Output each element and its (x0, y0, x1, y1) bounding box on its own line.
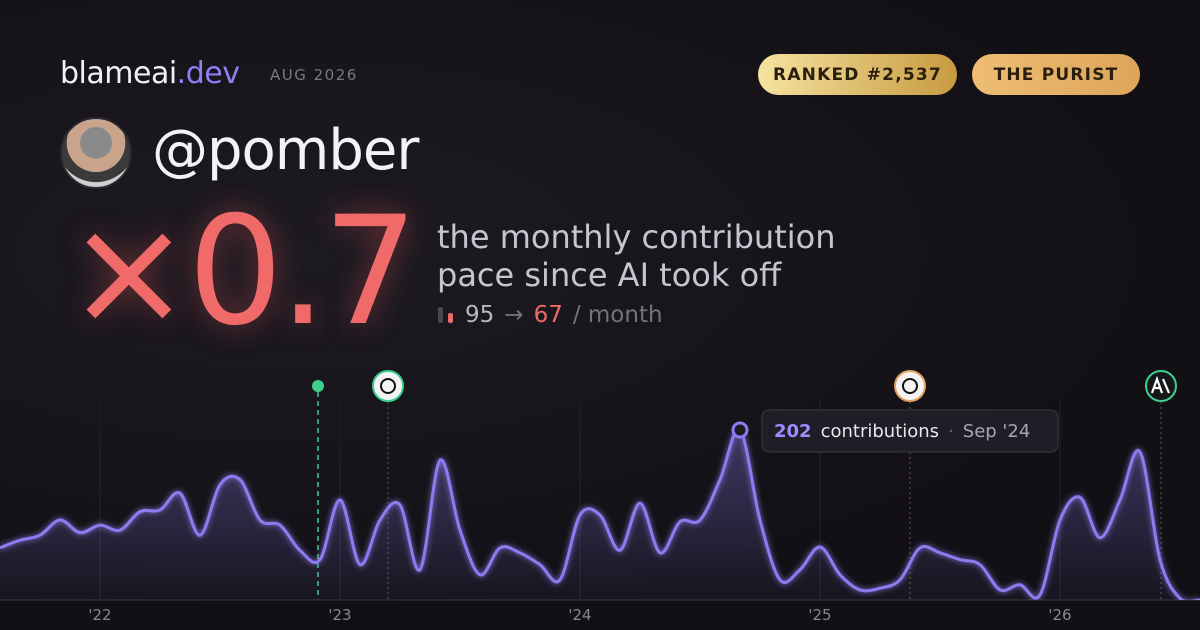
pace-after: 67 (533, 302, 563, 328)
tooltip-label: contributions (821, 421, 939, 442)
tooltip: 202 contributions · Sep '24 (761, 409, 1059, 453)
area-fill (0, 429, 1200, 600)
tooltip-text: 202 contributions · Sep '24 (774, 421, 1030, 442)
pace-icon (438, 307, 453, 323)
handle: @pomber (152, 118, 419, 183)
brand-name: blameai (60, 56, 177, 91)
multiplier: ×0.7 (66, 185, 418, 359)
anthropic-glyph (1150, 375, 1171, 394)
x-tick-label: '22 (88, 606, 111, 624)
tooltip-date: Sep '24 (963, 421, 1031, 442)
x-tick-label: '26 (1048, 606, 1071, 624)
event-dot (312, 380, 324, 392)
anthropic-icon (1145, 370, 1177, 402)
brand-suffix: .dev (176, 56, 240, 91)
series (0, 427, 1200, 600)
pace-arrow: → (504, 302, 524, 328)
description-line: the monthly contribution (437, 218, 836, 256)
pace-before: 95 (465, 302, 495, 328)
tooltip-box (761, 409, 1059, 453)
highlight-point (731, 421, 749, 439)
rank-badge: RANKED #2,537 (758, 54, 957, 95)
description-line: pace since AI took off (437, 256, 782, 294)
openai-icon (894, 370, 926, 402)
persona-badge: THE PURIST (972, 54, 1140, 95)
x-tick-label: '25 (808, 606, 831, 624)
description: the monthly contribution pace since AI t… (437, 218, 835, 294)
pace-unit: / month (572, 302, 663, 328)
line (0, 427, 1200, 600)
avatar (60, 117, 132, 189)
tooltip-value: 202 (774, 421, 812, 442)
tooltip-separator: · (948, 421, 954, 442)
openai-glyph (902, 378, 918, 394)
x-tick-label: '23 (328, 606, 351, 624)
openai-glyph (380, 378, 396, 394)
brand: blameai.dev (60, 56, 240, 91)
openai-icon (372, 370, 404, 402)
x-tick-label: '24 (568, 606, 591, 624)
period: AUG 2026 (270, 66, 358, 84)
pace: 95 → 67 / month (437, 302, 663, 328)
